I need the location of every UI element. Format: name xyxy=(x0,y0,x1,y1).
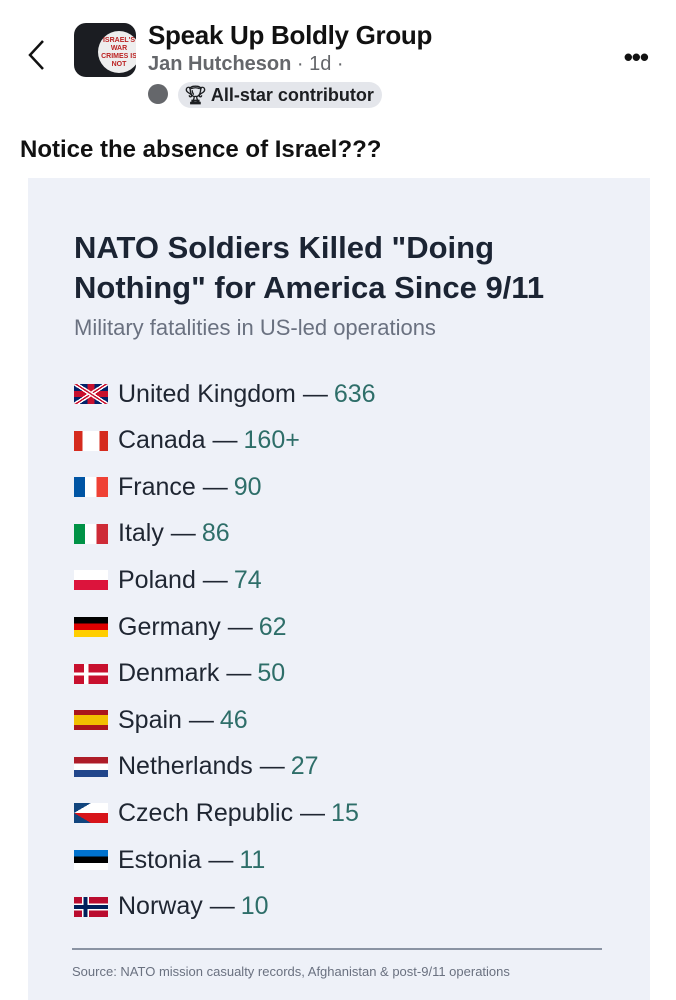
flag-de-icon xyxy=(74,617,108,637)
avatar-badge: ISRAEL'S WAR CRIMES IS NOT xyxy=(98,31,136,73)
country-row: Germany —62 xyxy=(74,612,287,642)
fatality-count: 11 xyxy=(239,845,266,874)
country-row: Spain —46 xyxy=(74,705,248,735)
dash: — xyxy=(219,659,252,688)
infographic-subtitle: Military fatalities in US-led operations xyxy=(74,315,436,340)
back-chevron-icon[interactable] xyxy=(26,38,46,72)
country-name: Norway xyxy=(118,892,203,921)
dash: — xyxy=(195,565,228,594)
country-name: Germany xyxy=(118,612,221,641)
country-name: United Kingdom xyxy=(118,379,296,408)
contributor-badge[interactable]: 🏆︎ All-star contributor xyxy=(178,82,382,108)
flag-ca-icon xyxy=(74,430,108,451)
dash: — xyxy=(202,892,235,921)
flag-cz-icon xyxy=(74,803,108,824)
country-row: Norway —10 xyxy=(74,892,269,922)
dash: — xyxy=(181,705,214,734)
flag-uk-icon xyxy=(74,384,108,404)
badge-label: All-star contributor xyxy=(210,84,374,105)
country-name: Denmark xyxy=(118,659,220,688)
country-row: United Kingdom —636 xyxy=(74,379,376,409)
post-image[interactable]: NATO Soldiers Killed "Doing Nothing" for… xyxy=(28,178,650,1000)
flag-ee-icon xyxy=(74,850,108,870)
fatality-count: 90 xyxy=(233,472,262,501)
group-avatar[interactable]: ISRAEL'S WAR CRIMES IS NOT xyxy=(74,23,136,77)
dash: — xyxy=(205,426,238,455)
flag-dk-icon xyxy=(74,663,108,684)
country-row: Denmark —50 xyxy=(74,659,285,689)
dash: — xyxy=(201,845,234,874)
fatality-count: 62 xyxy=(258,612,287,641)
fatality-count: 74 xyxy=(233,565,262,594)
country-row: Netherlands —27 xyxy=(74,752,319,782)
dash: — xyxy=(220,612,253,641)
country-row: Canada —160+ xyxy=(74,426,300,456)
dash: — xyxy=(252,752,285,781)
dash: — xyxy=(163,519,196,548)
country-name: Netherlands xyxy=(118,752,253,781)
globe-icon xyxy=(148,84,168,104)
trophy-icon: 🏆︎ xyxy=(184,84,207,105)
dash: — xyxy=(195,472,228,501)
fatality-count: 86 xyxy=(201,519,230,548)
flag-no-icon xyxy=(74,896,108,917)
post-author[interactable]: Jan Hutcheson · 1d · xyxy=(148,53,344,76)
country-name: Czech Republic xyxy=(118,798,294,827)
fatality-count: 27 xyxy=(290,752,319,781)
source-note: Source: NATO mission casualty records, A… xyxy=(72,964,510,979)
country-name: France xyxy=(118,472,196,501)
post-time: · 1d · xyxy=(291,53,344,75)
fatality-count: 160+ xyxy=(243,426,300,455)
country-name: Canada xyxy=(118,426,206,455)
country-row: Italy —86 xyxy=(74,519,230,549)
flag-it-icon xyxy=(74,523,108,544)
country-name: Estonia xyxy=(118,845,202,874)
country-row: France —90 xyxy=(74,472,262,502)
country-name: Italy xyxy=(118,519,164,548)
fatality-count: 46 xyxy=(219,705,248,734)
more-options-icon[interactable]: ••• xyxy=(623,42,649,72)
country-row: Poland —74 xyxy=(74,565,262,595)
post-caption: Notice the absence of Israel??? xyxy=(20,136,382,163)
fatality-count: 10 xyxy=(240,892,269,921)
fatality-count: 636 xyxy=(333,379,376,408)
country-name: Poland xyxy=(118,565,196,594)
fatality-count: 50 xyxy=(257,659,286,688)
dash: — xyxy=(295,379,328,408)
author-name[interactable]: Jan Hutcheson xyxy=(148,53,292,75)
fatality-count: 15 xyxy=(331,798,359,827)
divider xyxy=(72,948,602,950)
infographic-title: NATO Soldiers Killed "Doing Nothing" for… xyxy=(74,230,545,305)
country-name: Spain xyxy=(118,705,182,734)
group-name[interactable]: Speak Up Boldly Group xyxy=(148,20,433,50)
country-row: Estonia —11 xyxy=(74,845,265,875)
flag-pl-icon xyxy=(74,570,108,591)
dash: — xyxy=(293,798,326,827)
flag-es-icon xyxy=(74,710,108,731)
flag-nl-icon xyxy=(74,756,108,777)
country-row: Czech Republic —15 xyxy=(74,798,359,828)
flag-fr-icon xyxy=(74,477,108,498)
